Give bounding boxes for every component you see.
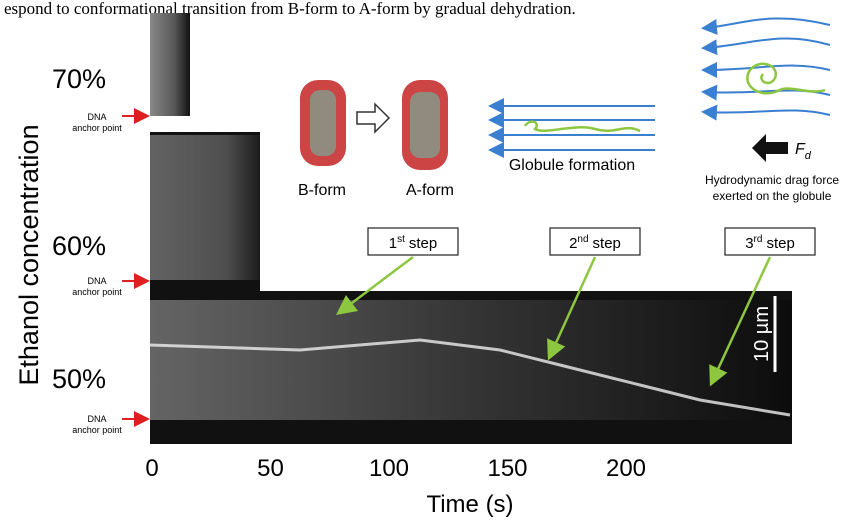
drag-label: Hydrodynamic drag force xyxy=(705,173,839,187)
major-tick xyxy=(387,428,391,438)
x-tick-label: 0 xyxy=(145,455,158,482)
step-word: step xyxy=(409,235,437,252)
force-arrow xyxy=(752,134,788,162)
force-label: Fd xyxy=(795,141,812,162)
step-sup: rd xyxy=(754,234,763,245)
major-tick xyxy=(506,428,510,438)
anchor-line: DNA xyxy=(87,112,106,122)
scale-bar-label: 10 µm xyxy=(751,306,773,362)
anchor-line: anchor point xyxy=(72,123,122,133)
x-tick-label: 100 xyxy=(369,455,409,482)
minor-tick xyxy=(328,432,332,438)
x-label: Time (s) xyxy=(426,491,513,518)
a-form-label: A-form xyxy=(406,182,454,199)
x-tick-label: 150 xyxy=(487,455,527,482)
dna-models xyxy=(300,80,448,170)
minor-tick xyxy=(209,432,213,438)
force-sub: d xyxy=(805,150,812,162)
conc-label: 70% xyxy=(52,64,106,94)
major-tick xyxy=(150,428,154,438)
b-form-label: B-form xyxy=(298,182,346,199)
diagram-labels: B-form A-form Globule formation Hydrodyn… xyxy=(298,157,839,203)
conc-label: 50% xyxy=(52,364,106,394)
step-num: 2 xyxy=(569,235,577,252)
major-tick xyxy=(624,428,628,438)
y-label: Ethanol concentration xyxy=(14,124,44,385)
x-tick-label: 50 xyxy=(257,455,284,482)
caption: espond to conformational transition from… xyxy=(4,0,576,18)
conc-label: 60% xyxy=(52,231,106,261)
step-word: step xyxy=(766,235,794,252)
x-axis: 0 50 100 150 200 Time (s) xyxy=(145,428,792,518)
drag-label: exerted on the globule xyxy=(713,189,832,203)
step-sup: nd xyxy=(577,234,588,245)
step-word: step xyxy=(593,235,621,252)
axis-bar xyxy=(150,437,792,444)
figure: espond to conformational transition from… xyxy=(0,0,868,525)
x-tick-label: 200 xyxy=(606,455,646,482)
minor-tick xyxy=(446,432,450,438)
step-sup: st xyxy=(397,234,405,245)
minor-tick xyxy=(788,428,792,438)
anchor-line: anchor point xyxy=(72,287,122,297)
anchor-line: DNA xyxy=(87,414,106,424)
anchor-arrows xyxy=(122,116,146,419)
step-num: 1 xyxy=(389,235,397,252)
kymograph: 10 µm xyxy=(150,13,792,437)
anchor-line: DNA xyxy=(87,276,106,286)
step-num: 3 xyxy=(745,235,753,252)
major-tick xyxy=(269,428,273,438)
anchor-line: anchor point xyxy=(72,425,122,435)
minor-tick xyxy=(565,432,569,438)
globule-label: Globule formation xyxy=(509,157,635,174)
